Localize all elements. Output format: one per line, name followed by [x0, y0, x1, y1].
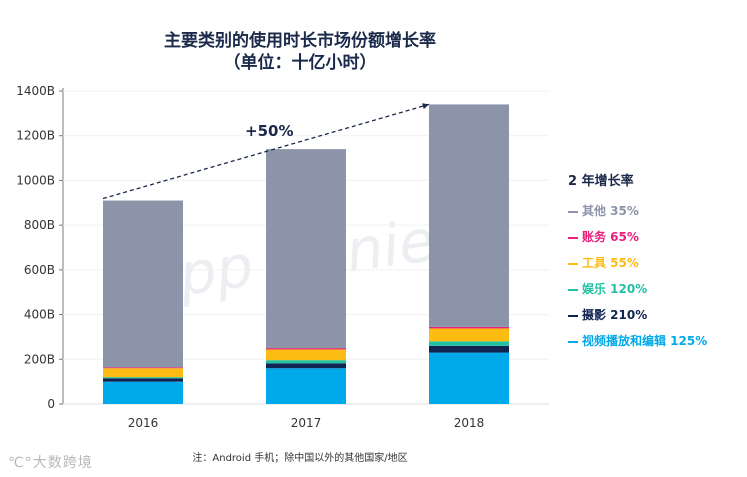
legend-item: 工具 55%: [568, 254, 707, 280]
bar-segment: [266, 368, 346, 404]
legend-swatch: [568, 340, 578, 343]
source-watermark-icon: ℃°: [8, 455, 33, 471]
legend-label: 摄影 210%: [582, 308, 648, 322]
bar-segment: [266, 149, 346, 349]
legend-swatch: [568, 210, 578, 213]
bar-segment: [266, 363, 346, 369]
legend-label: 娱乐 120%: [582, 282, 648, 296]
legend-item: 其他 35%: [568, 202, 707, 228]
bar-segment: [429, 104, 509, 327]
bar-segment: [429, 328, 509, 342]
bar-segment: [429, 352, 509, 404]
y-tick-label: 1400B: [16, 84, 55, 98]
bar-segment: [103, 367, 183, 369]
growth-annotation: +50%: [245, 122, 293, 140]
legend-label: 视频播放和编辑 125%: [582, 334, 708, 348]
chart-title: 主要类别的使用时长市场份额增长率 （单位：十亿小时）: [0, 30, 600, 74]
bar-segment: [429, 326, 509, 329]
legend-label: 其他 35%: [582, 204, 639, 218]
chart-title-main: 主要类别的使用时长市场份额增长率: [164, 31, 436, 51]
legend-label: 账务 65%: [582, 230, 639, 244]
legend-item: 娱乐 120%: [568, 280, 707, 306]
bar-segment: [266, 349, 346, 361]
y-tick-label: 1200B: [16, 129, 55, 143]
legend-item: 摄影 210%: [568, 306, 707, 332]
bar-segment: [103, 377, 183, 379]
legend: 2 年增长率 其他 35% 账务 65% 工具 55% 娱乐 120% 摄影 210% 视…: [568, 170, 707, 358]
x-tick-label: 2018: [454, 416, 485, 430]
footnote: 注：Android 手机；除中国以外的其他国家/地区: [192, 453, 408, 464]
trend-arrow-head: [422, 103, 429, 110]
legend-title: 2 年增长率: [568, 174, 634, 189]
y-tick-label: 600B: [24, 263, 55, 277]
y-tick-label: 800B: [24, 218, 55, 232]
trend-line: [102, 103, 430, 200]
legend-swatch: [568, 236, 578, 239]
x-tick-label: 2016: [128, 416, 159, 430]
bar-segment: [103, 378, 183, 382]
legend-label: 工具 55%: [582, 256, 639, 270]
bar-segment: [103, 200, 183, 368]
bar-segment: [103, 381, 183, 404]
legend-swatch: [568, 262, 578, 265]
bar-segment: [429, 341, 509, 346]
y-tick-label: 200B: [24, 352, 55, 366]
bar-segment: [266, 348, 346, 350]
y-tick-label: 400B: [24, 308, 55, 322]
bar-segment: [429, 345, 509, 353]
source-watermark-text: 大数跨境: [32, 455, 93, 471]
x-tick-label: 2017: [291, 416, 322, 430]
y-tick-label: 1000B: [16, 173, 55, 187]
legend-swatch: [568, 288, 578, 291]
legend-swatch: [568, 314, 578, 317]
legend-item: 账务 65%: [568, 228, 707, 254]
bar-segment: [266, 360, 346, 364]
legend-item: 视频播放和编辑 125%: [568, 332, 707, 358]
y-tick-label: 0: [47, 397, 55, 411]
legend-items: 其他 35% 账务 65% 工具 55% 娱乐 120% 摄影 210% 视频播放和编辑 …: [568, 202, 707, 358]
source-watermark: ℃°大数跨境: [8, 452, 93, 472]
chart-subtitle: （单位：十亿小时）: [223, 53, 377, 73]
bar-segment: [103, 368, 183, 378]
